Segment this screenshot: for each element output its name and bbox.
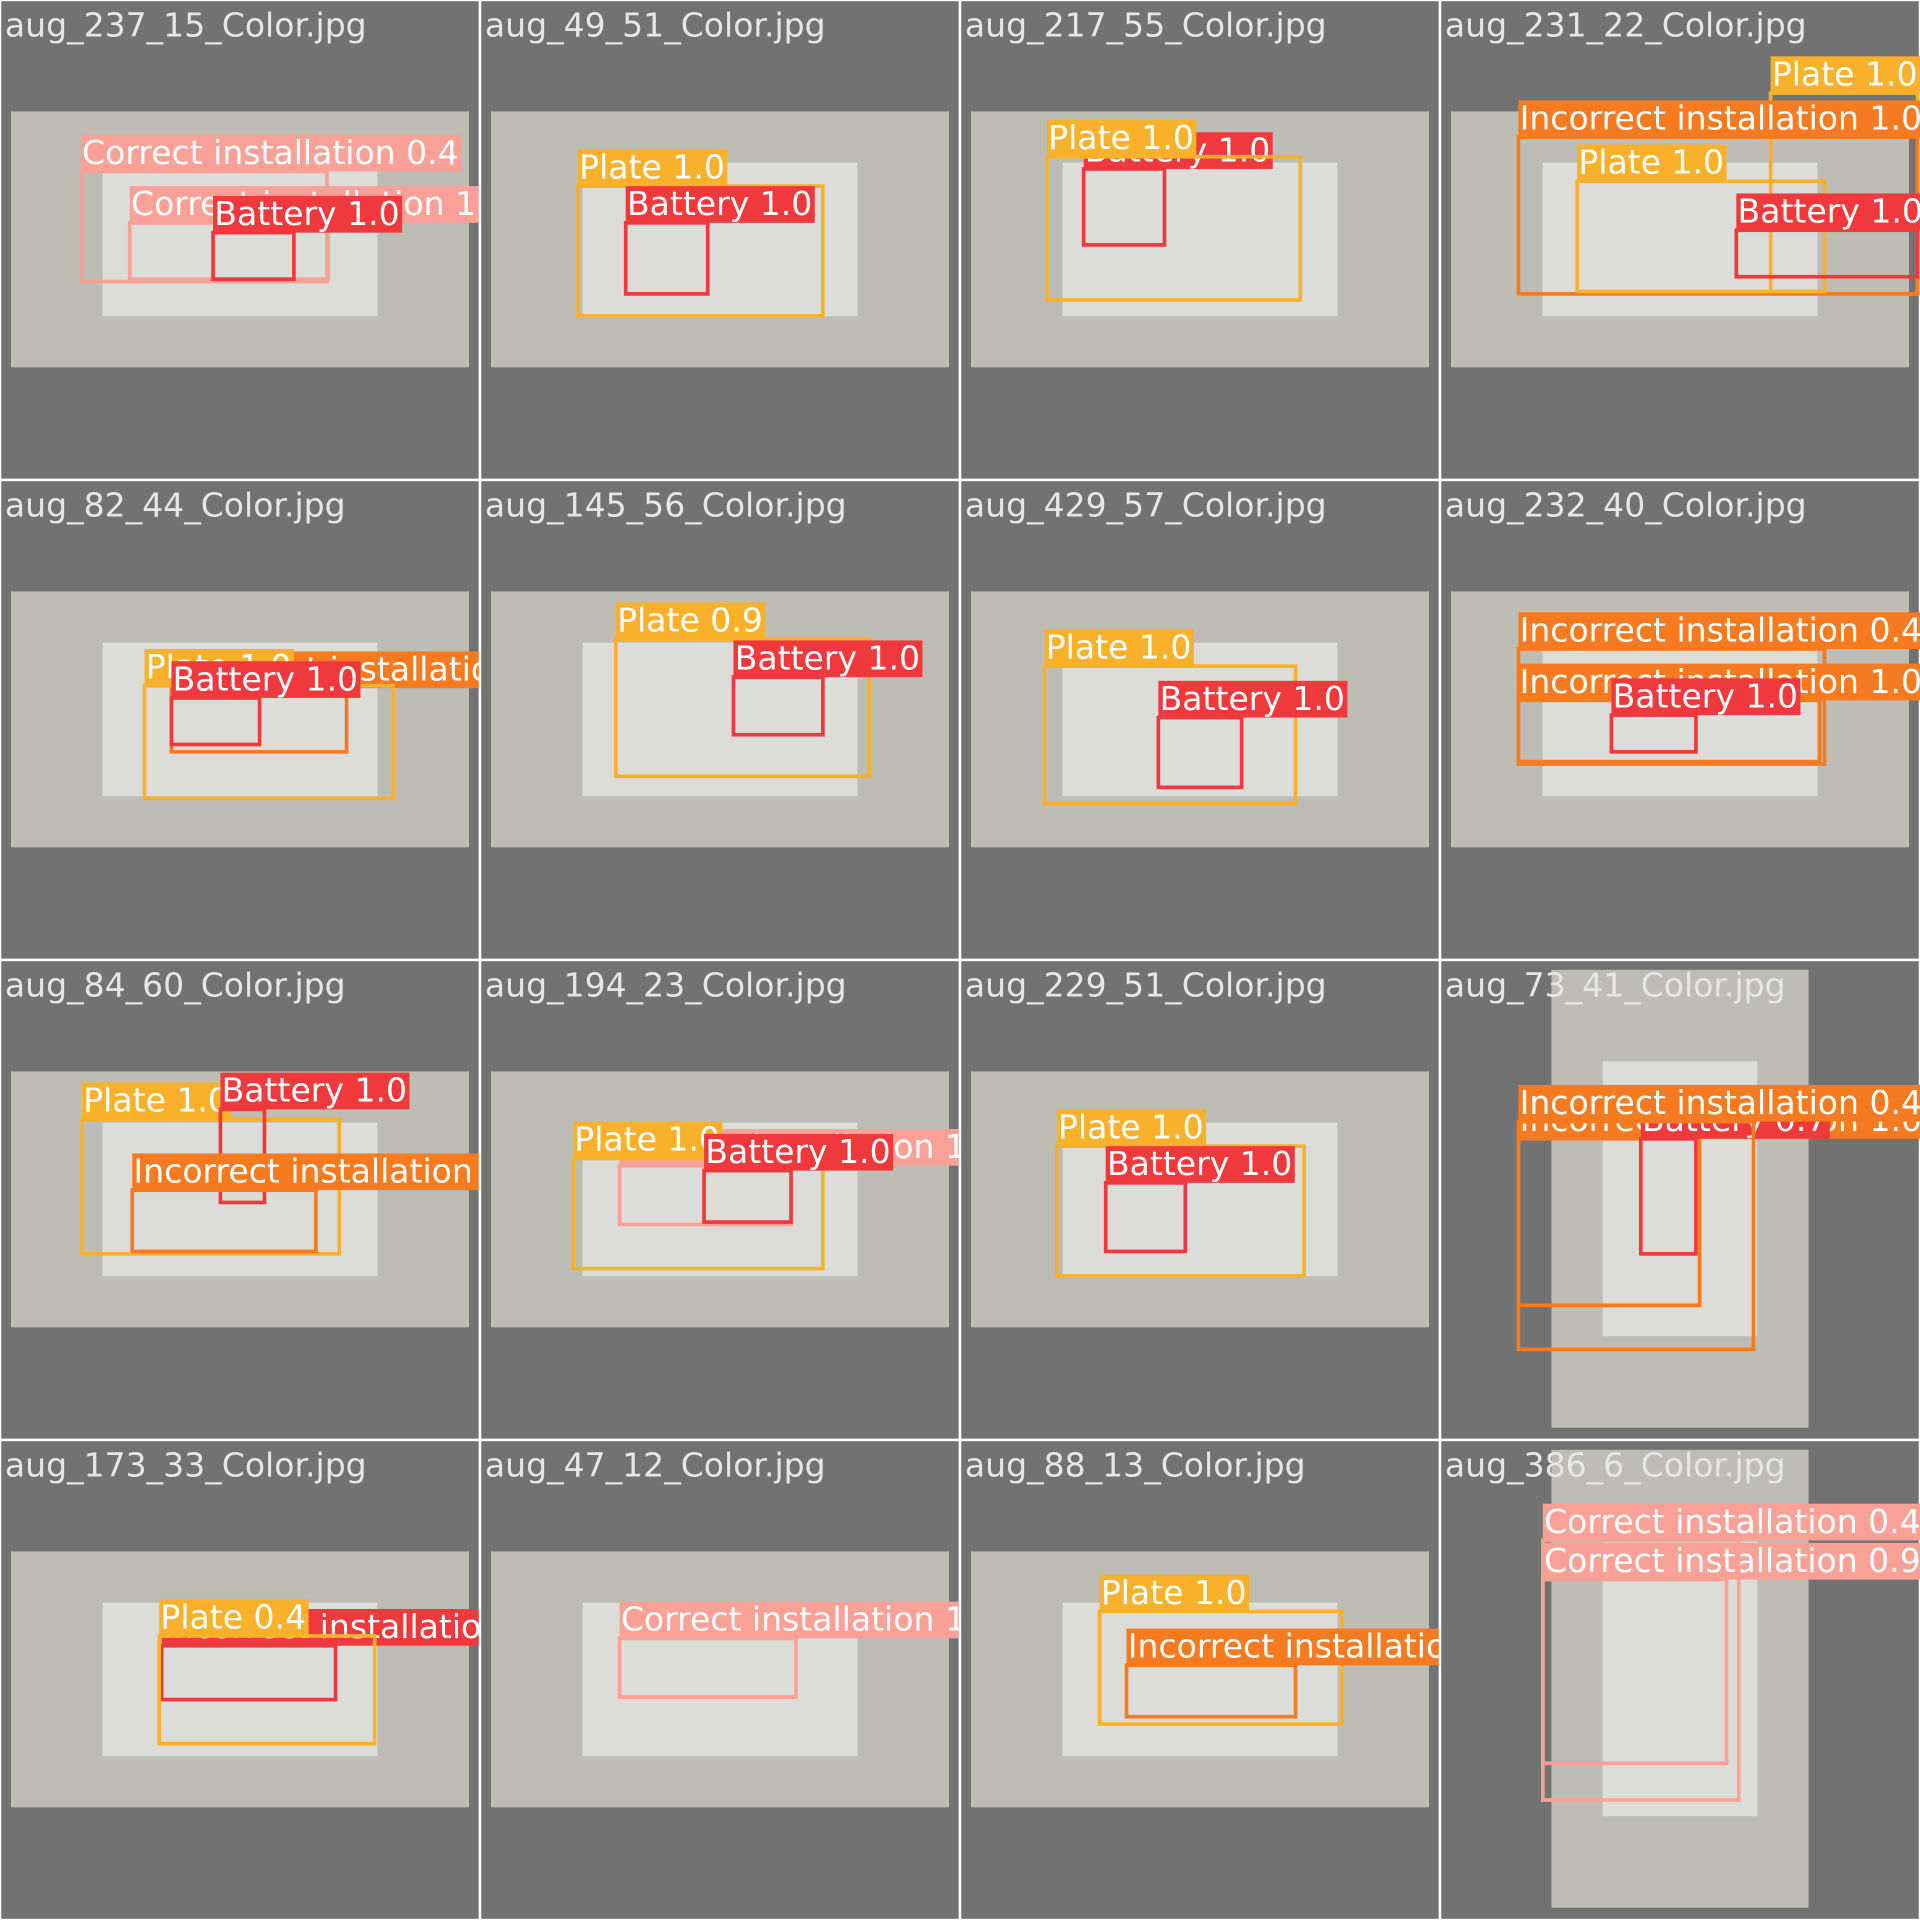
filename: aug_73_41_Color.jpg <box>1445 965 1786 1004</box>
label-background <box>1518 100 1920 138</box>
detection-label: Battery 1.0 <box>1107 1144 1292 1183</box>
label-background <box>1044 629 1194 667</box>
label-background <box>1542 1542 1920 1580</box>
filename: aug_145_56_Color.jpg <box>485 485 847 524</box>
detection-label: Battery 1.0 <box>1738 192 1920 231</box>
detection-label: Incorrect installation 0.4 <box>1520 1083 1920 1122</box>
tile: aug_232_40_Color.jpg Incorrect installati… <box>1438 478 1920 962</box>
filename: aug_217_55_Color.jpg <box>965 5 1327 44</box>
detection-label: Correct installation 0.9 <box>1544 1541 1920 1580</box>
label-background <box>1046 120 1197 157</box>
detection-label: Plate 1.0 <box>574 1120 720 1159</box>
photo-table <box>1062 1602 1338 1757</box>
filename: aug_429_57_Color.jpg <box>965 485 1327 524</box>
label-background <box>704 1133 894 1171</box>
filename: aug_47_12_Color.jpg <box>485 1445 826 1484</box>
detection-label: Battery 1.0 <box>627 184 812 223</box>
tile: aug_386_6_Color.jpg Correct installation … <box>1438 1438 1920 1920</box>
label-background <box>1736 193 1920 231</box>
detection-label: Incorrect installation 1.0 <box>1520 99 1920 138</box>
detection-label: Plate 1.0 <box>579 147 725 186</box>
detection-label: Battery 1.0 <box>735 639 920 678</box>
label-background <box>220 1072 410 1110</box>
label-background <box>619 1601 1000 1639</box>
label-background <box>1099 1574 1249 1612</box>
label-background <box>1542 1503 1920 1541</box>
label-background <box>1518 612 1920 649</box>
detection-label: Battery 1.0 <box>1160 679 1345 718</box>
detection-label: Plate 1.0 <box>1046 627 1192 666</box>
filename: aug_232_40_Color.jpg <box>1445 485 1807 524</box>
detection-label: Correct installation 0.4 <box>82 133 459 172</box>
tile: aug_231_22_Color.jpg Plate 1.0 Incorrect i… <box>1438 0 1920 482</box>
label-background <box>132 1153 539 1191</box>
detection-label: Plate 1.0 <box>1058 1107 1204 1146</box>
detection-label: Correct installation 1.0 <box>621 1600 998 1639</box>
label-background <box>213 195 403 233</box>
filename: aug_49_51_Color.jpg <box>485 5 826 44</box>
tile: aug_47_12_Color.jpg Correct installation … <box>478 1438 1000 1920</box>
detection-label: Battery 1.0 <box>222 1071 407 1110</box>
label-background <box>1611 678 1801 716</box>
label-background <box>1770 56 1920 94</box>
label-background <box>171 661 361 698</box>
detection-label: Correct installation 0.4 <box>1544 1502 1920 1541</box>
filename: aug_231_22_Color.jpg <box>1445 5 1807 44</box>
detection-label: Plate 1.0 <box>1772 54 1918 93</box>
label-background <box>733 640 923 678</box>
detection-label: Plate 1.0 <box>83 1081 229 1120</box>
label-background <box>1518 1084 1920 1122</box>
label-background <box>159 1599 309 1636</box>
label-background <box>573 1121 723 1159</box>
label-background <box>82 1082 232 1120</box>
detection-label: Plate 0.9 <box>617 601 763 640</box>
label-background <box>1056 1109 1207 1147</box>
bounding-box <box>702 1168 793 1224</box>
photo-table <box>1602 1541 1758 1817</box>
filename: aug_386_6_Color.jpg <box>1445 1445 1786 1484</box>
detection-label: Plate 1.0 <box>1048 118 1194 157</box>
detection-label: Plate 1.0 <box>1578 143 1724 182</box>
filename: aug_84_60_Color.jpg <box>5 965 346 1004</box>
label-background <box>1577 144 1727 182</box>
label-background <box>1105 1146 1295 1183</box>
detection-label: Plate 0.4 <box>160 1597 306 1636</box>
tile: aug_73_41_Color.jpg Incorrect installatio… <box>1438 958 1920 1442</box>
filename: aug_194_23_Color.jpg <box>485 965 847 1004</box>
label-background <box>625 186 815 223</box>
label-background <box>80 134 462 172</box>
detection-label: Incorrect installation 0.4 <box>1520 610 1920 649</box>
tile: aug_429_57_Color.jpg Plate 1.0 Battery 1.0 <box>958 478 1442 962</box>
filename: aug_237_15_Color.jpg <box>5 5 367 44</box>
detection-label: Battery 1.0 <box>214 194 399 233</box>
label-background <box>577 149 728 187</box>
detection-label: Plate 1.0 <box>1101 1573 1247 1612</box>
tile: aug_237_15_Color.jpg Correct installation… <box>0 0 511 482</box>
photo-table <box>1062 162 1338 317</box>
filename: aug_229_51_Color.jpg <box>965 965 1327 1004</box>
filename: aug_88_13_Color.jpg <box>965 1445 1306 1484</box>
filename: aug_173_33_Color.jpg <box>5 1445 367 1484</box>
detection-label: Battery 1.0 <box>1613 676 1798 715</box>
detection-label: Battery 1.0 <box>705 1132 890 1171</box>
detection-label: Incorrect installation 0.3 <box>133 1152 535 1191</box>
filename: aug_82_44_Color.jpg <box>5 485 346 524</box>
detection-label: Battery 1.0 <box>173 659 358 698</box>
label-background <box>615 602 766 640</box>
label-background <box>1158 680 1348 718</box>
